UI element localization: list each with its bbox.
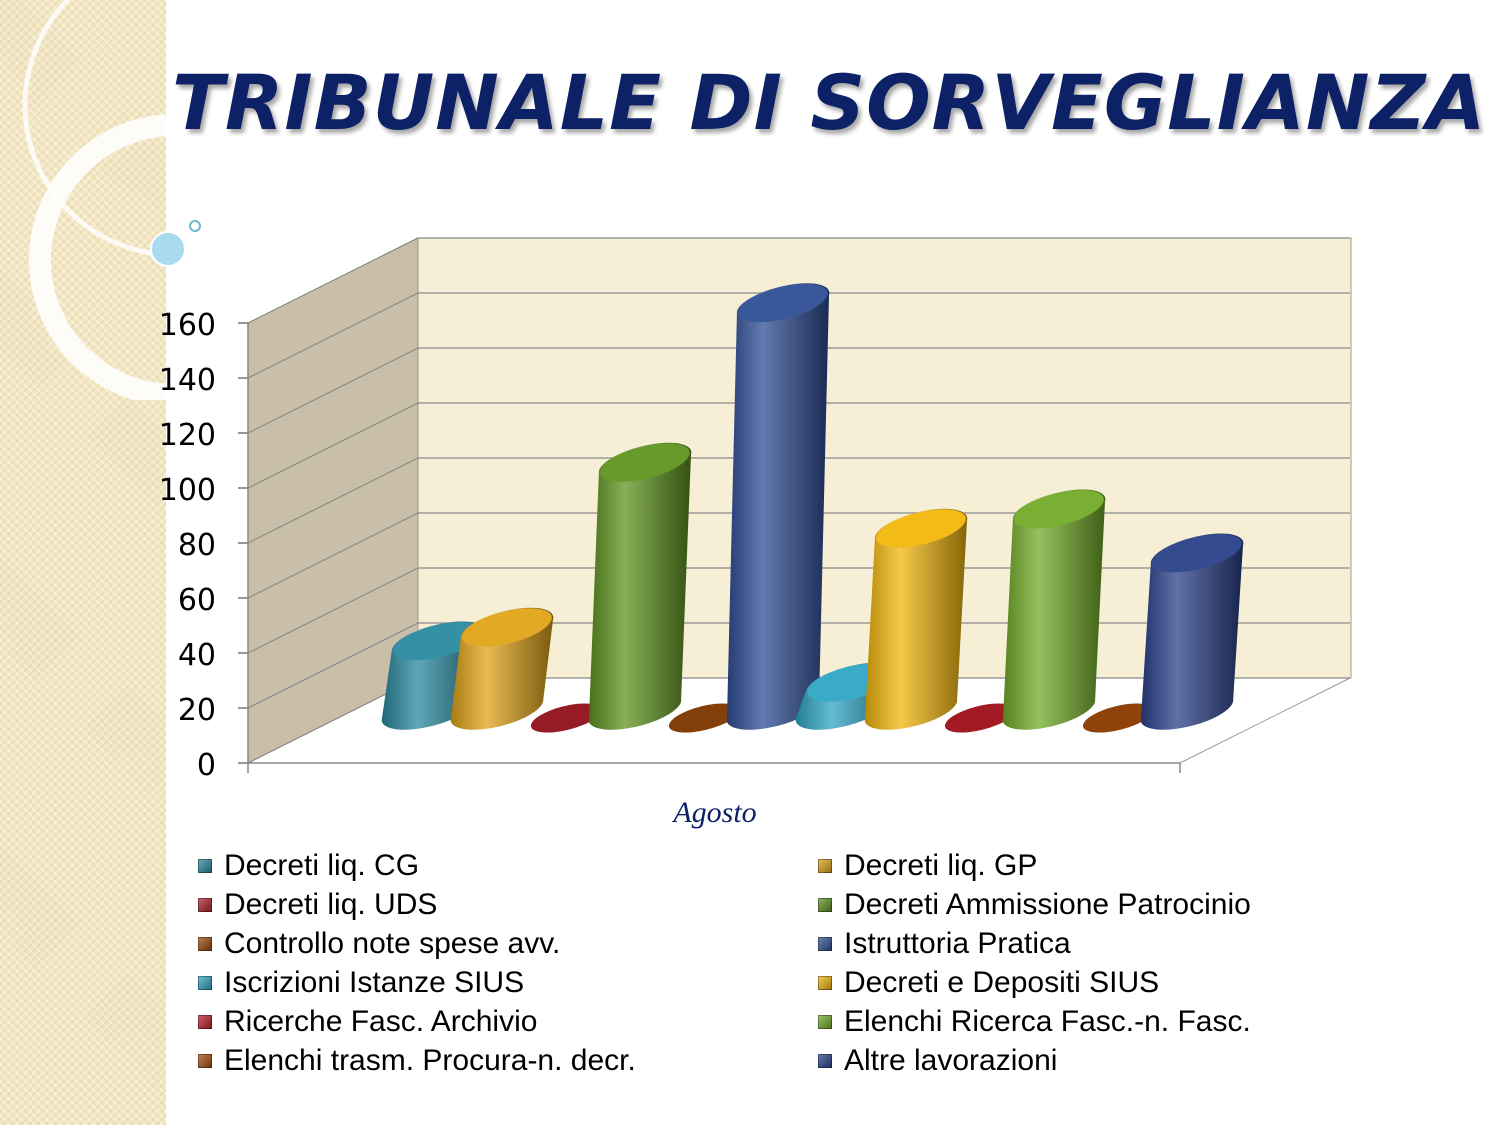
legend-item: Decreti Ammissione Patrocinio (818, 885, 1338, 924)
chart-axes (238, 322, 1181, 773)
bar-body (1002, 489, 1106, 730)
legend-item: Decreti liq. GP (818, 846, 1338, 885)
y-tick-label: 140 (159, 363, 216, 398)
decorative-bubble-large (150, 231, 186, 267)
legend-label: Iscrizioni Istanze SIUS (224, 965, 525, 999)
legend-label: Decreti liq. UDS (224, 887, 438, 921)
gridline (247, 402, 1350, 489)
bar-9 (944, 703, 1016, 733)
legend-label: Controllo note spese avv. (224, 926, 561, 960)
legend-label: Decreti e Depositi SIUS (844, 965, 1160, 999)
legend-swatch (818, 897, 832, 912)
legend-item: Controllo note spese avv. (198, 924, 818, 963)
bar-body (864, 508, 968, 730)
bar-top (393, 622, 483, 661)
bar-top (462, 608, 552, 647)
bar-3 (530, 703, 602, 733)
legend-swatch (818, 1014, 832, 1029)
decorative-ring (29, 114, 300, 400)
decorative-bubble-small (189, 220, 201, 232)
y-tick-label: 40 (178, 638, 216, 673)
bar-flat-top (668, 703, 740, 733)
bar-body (1140, 533, 1244, 730)
bar-top (876, 509, 966, 548)
legend-item: Decreti e Depositi SIUS (818, 963, 1338, 1002)
legend-item: Iscrizioni Istanze SIUS (198, 963, 818, 1002)
legend-item: Decreti liq. CG (198, 846, 818, 885)
legend-swatch (818, 1053, 832, 1068)
bar-top (1014, 490, 1104, 529)
legend-label: Decreti Ammissione Patrocinio (844, 887, 1251, 921)
decorative-circles (22, 0, 300, 400)
chart-legend: Decreti liq. CG Decreti liq. GP Decreti li… (198, 846, 1338, 1080)
bar-body (588, 442, 692, 730)
legend-label: Altre lavorazioni (844, 1043, 1058, 1077)
slide-title: TRIBUNALE DI SORVEGLIANZA (172, 58, 1487, 147)
bar-8 (864, 508, 968, 730)
bar-11 (1082, 703, 1154, 733)
legend-label: Istruttoria Pratica (844, 926, 1071, 960)
chart-y-tick-labels: 0 20 40 60 80 100 120 140 160 (159, 308, 216, 783)
legend-item: Altre lavorazioni (818, 1041, 1338, 1080)
legend-label: Elenchi Ricerca Fasc.-n. Fasc. (844, 1004, 1251, 1038)
legend-swatch (198, 897, 212, 912)
gridline (247, 237, 1350, 324)
bar-2 (450, 607, 554, 730)
bar-6 (726, 283, 830, 730)
gridline (247, 457, 1350, 544)
bar-flat-top (1082, 703, 1154, 733)
y-tick-label: 160 (159, 308, 216, 343)
legend-swatch (818, 858, 832, 873)
y-tick-label: 60 (178, 583, 216, 618)
gridline (247, 347, 1350, 434)
y-tick-label: 20 (178, 693, 216, 728)
legend-label: Elenchi trasm. Procura-n. decr. (224, 1043, 636, 1077)
bar-4 (588, 442, 692, 730)
legend-item: Ricerche Fasc. Archivio (198, 1002, 818, 1041)
legend-item: Elenchi Ricerca Fasc.-n. Fasc. (818, 1002, 1338, 1041)
y-tick-label: 100 (159, 473, 216, 508)
bar-12 (1140, 533, 1244, 730)
y-tick-label: 80 (178, 528, 216, 563)
y-tick-label: 120 (159, 418, 216, 453)
legend-item: Elenchi trasm. Procura-n. decr. (198, 1041, 818, 1080)
bar-top (1152, 534, 1242, 573)
legend-item: Decreti liq. UDS (198, 885, 818, 924)
bar-top (600, 443, 690, 482)
legend-swatch (198, 1053, 212, 1068)
legend-swatch (198, 858, 212, 873)
gridline (247, 292, 1350, 379)
bar-flat-top (944, 703, 1016, 733)
legend-swatch (818, 975, 832, 990)
legend-label: Decreti liq. GP (844, 848, 1038, 882)
legend-label: Decreti liq. CG (224, 848, 420, 882)
bar-top (738, 283, 828, 323)
legend-swatch (198, 936, 212, 951)
y-tick-label: 0 (197, 748, 216, 783)
legend-swatch (818, 936, 832, 951)
legend-swatch (198, 1014, 212, 1029)
bar-body (726, 283, 830, 730)
decorative-side-band (0, 0, 166, 1125)
chart-bars (381, 283, 1244, 733)
bar-10 (1002, 489, 1106, 730)
bar-5 (668, 703, 740, 733)
legend-swatch (198, 975, 212, 990)
bar-flat-top (530, 703, 602, 733)
legend-item: Istruttoria Pratica (818, 924, 1338, 963)
x-axis-category-label: Agosto (671, 796, 756, 829)
legend-label: Ricerche Fasc. Archivio (224, 1004, 538, 1038)
